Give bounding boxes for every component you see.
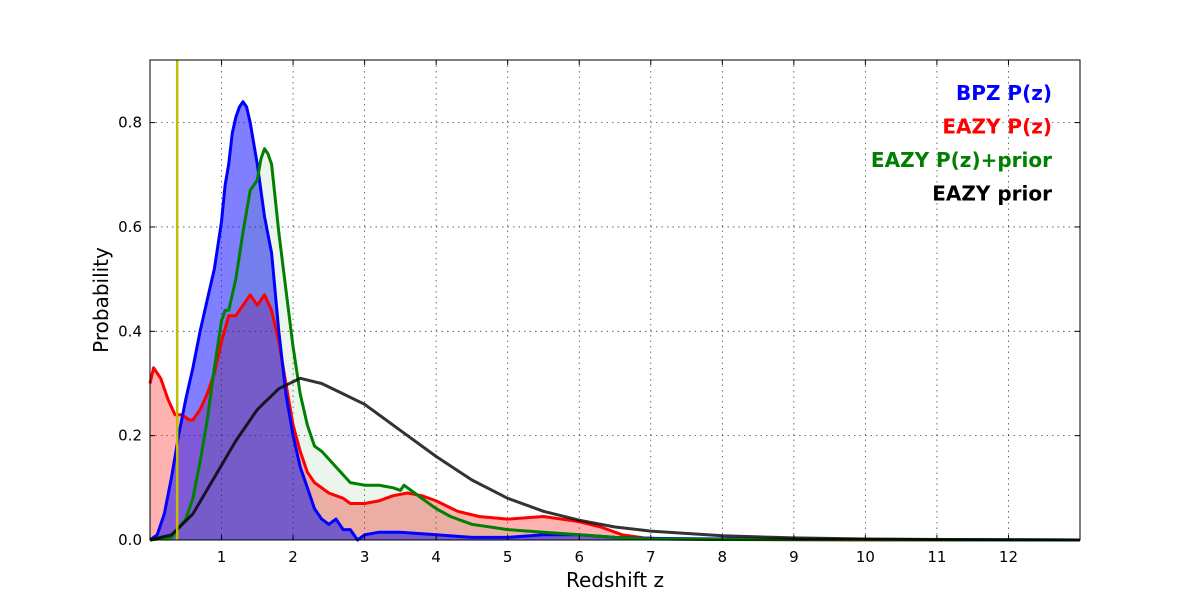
x-tick-label: 6 bbox=[574, 548, 584, 566]
legend-entry: EAZY prior bbox=[932, 182, 1052, 206]
x-tick-label: 2 bbox=[288, 548, 298, 566]
grid bbox=[150, 60, 1080, 540]
x-tick-label: 12 bbox=[999, 548, 1018, 566]
y-tick-label: 0.0 bbox=[118, 531, 142, 549]
x-tick-label: 7 bbox=[646, 548, 656, 566]
y-axis-label: Probability bbox=[89, 247, 113, 353]
y-tick-label: 0.2 bbox=[118, 427, 142, 445]
y-tick-label: 0.8 bbox=[118, 114, 142, 132]
series-line bbox=[148, 293, 1080, 542]
legend: BPZ P(z) EAZY P(z) EAZY P(z)+prior EAZY pri… bbox=[871, 81, 1052, 206]
series-lines bbox=[148, 60, 1081, 542]
y-tick-label: 0.4 bbox=[118, 322, 142, 340]
x-tick-label: 11 bbox=[927, 548, 946, 566]
series-line bbox=[149, 100, 1081, 542]
x-axis-label: Redshift z bbox=[566, 568, 664, 592]
y-tick-label: 0.6 bbox=[118, 218, 142, 236]
legend-entry: BPZ P(z) bbox=[956, 81, 1052, 105]
x-tick-label: 1 bbox=[217, 548, 227, 566]
legend-entry: EAZY P(z)+prior bbox=[871, 148, 1052, 172]
series-fill bbox=[150, 148, 1080, 540]
series-line bbox=[149, 147, 1081, 542]
x-tick-label: 10 bbox=[856, 548, 875, 566]
plot-frame bbox=[149, 59, 1081, 541]
legend-entry: EAZY P(z) bbox=[942, 115, 1052, 139]
series-fills bbox=[150, 101, 1080, 540]
x-tick-label: 9 bbox=[789, 548, 799, 566]
x-tick-label: 5 bbox=[503, 548, 513, 566]
x-tick-label: 8 bbox=[718, 548, 728, 566]
x-tick-label: 4 bbox=[431, 548, 441, 566]
axis-ticks: 1 2 3 4 5 6 7 8 9 10 11 120.00.20.40.60.8 bbox=[118, 60, 1080, 566]
series-fill bbox=[150, 101, 1080, 540]
x-tick-label: 3 bbox=[360, 548, 370, 566]
